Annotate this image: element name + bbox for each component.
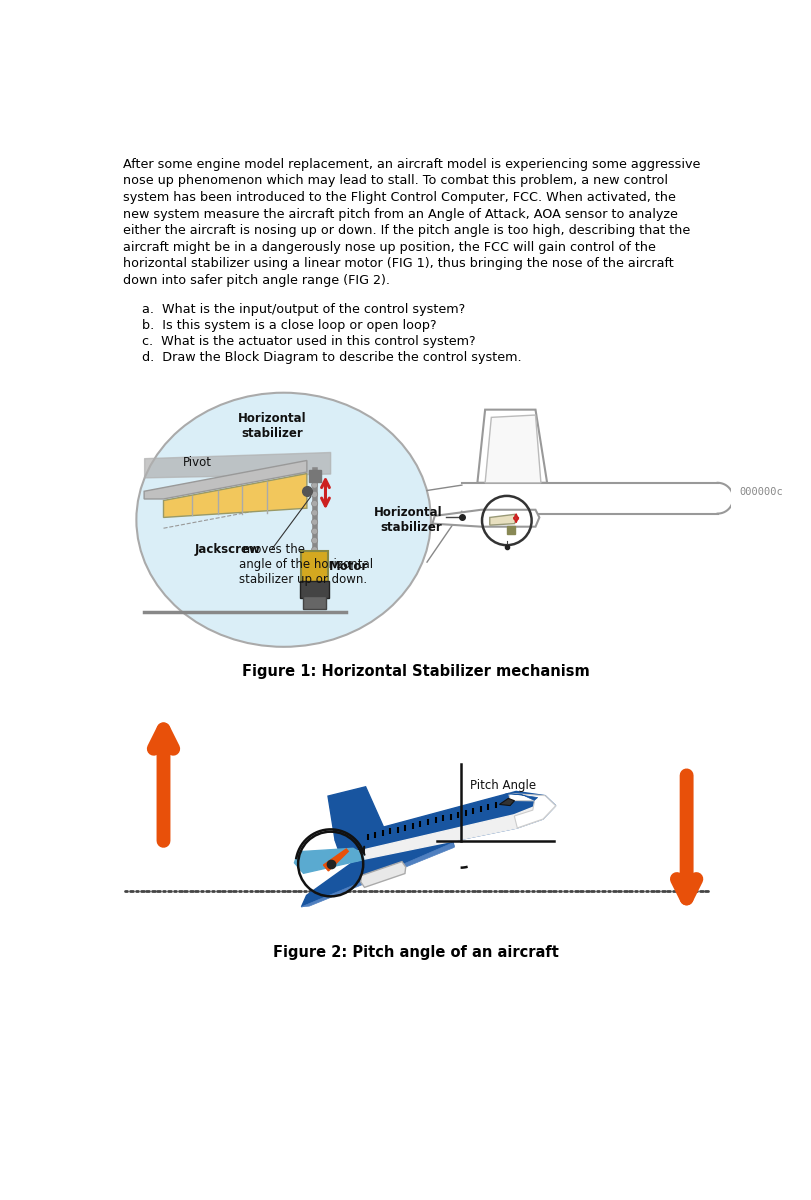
Text: Pivot: Pivot — [182, 456, 212, 468]
Text: moves the
angle of the horizontal
stabilizer up or down.: moves the angle of the horizontal stabil… — [238, 542, 372, 586]
Circle shape — [311, 491, 317, 498]
Ellipse shape — [136, 392, 431, 647]
Polygon shape — [301, 834, 453, 907]
Text: nose up phenomenon which may lead to stall. To combat this problem, a new contro: nose up phenomenon which may lead to sta… — [123, 174, 667, 187]
Text: Motor: Motor — [328, 560, 367, 574]
Text: After some engine model replacement, an aircraft model is experiencing some aggr: After some engine model replacement, an … — [123, 158, 700, 170]
Text: Figure 2: Pitch angle of an aircraft: Figure 2: Pitch angle of an aircraft — [272, 944, 559, 960]
Text: b.  Is this system is a close loop or open loop?: b. Is this system is a close loop or ope… — [142, 319, 436, 331]
Circle shape — [311, 518, 317, 526]
Circle shape — [311, 528, 317, 534]
Polygon shape — [504, 793, 537, 800]
Circle shape — [311, 538, 317, 544]
Polygon shape — [489, 515, 516, 526]
Text: 000000c: 000000c — [738, 487, 782, 497]
Polygon shape — [499, 798, 514, 805]
Text: system has been introduced to the Flight Control Computer, FCC. When activated, : system has been introduced to the Flight… — [123, 191, 676, 204]
Circle shape — [311, 510, 317, 516]
Text: aircraft might be in a dangerously nose up position, the FCC will gain control o: aircraft might be in a dangerously nose … — [123, 241, 655, 253]
Text: either the aircraft is nosing up or down. If the pitch angle is too high, descri: either the aircraft is nosing up or down… — [123, 224, 689, 238]
Polygon shape — [301, 842, 453, 907]
Polygon shape — [163, 474, 307, 517]
Text: Horizontal
stabilizer: Horizontal stabilizer — [373, 506, 442, 534]
Polygon shape — [144, 461, 307, 499]
FancyBboxPatch shape — [299, 581, 329, 598]
Text: d.  Draw the Block Diagram to describe the control system.: d. Draw the Block Diagram to describe th… — [142, 352, 521, 364]
Polygon shape — [340, 805, 555, 864]
Polygon shape — [323, 848, 348, 871]
Polygon shape — [335, 792, 555, 864]
Text: down into safer pitch angle range (FIG 2).: down into safer pitch angle range (FIG 2… — [123, 274, 390, 287]
FancyBboxPatch shape — [301, 551, 328, 582]
Circle shape — [311, 547, 317, 553]
Polygon shape — [294, 848, 363, 874]
Text: Figure 1: Horizontal Stabilizer mechanism: Figure 1: Horizontal Stabilizer mechanis… — [242, 664, 590, 679]
Polygon shape — [360, 862, 406, 887]
Text: Horizontal
stabilizer: Horizontal stabilizer — [238, 412, 306, 440]
Text: c.  What is the actuator used in this control system?: c. What is the actuator used in this con… — [142, 335, 474, 348]
Text: a.  What is the input/output of the control system?: a. What is the input/output of the contr… — [142, 302, 465, 316]
Polygon shape — [432, 510, 539, 527]
Text: horizontal stabilizer using a linear motor (FIG 1), thus bringing the nose of th: horizontal stabilizer using a linear mot… — [123, 257, 673, 270]
Text: new system measure the aircraft pitch from an Angle of Attack, AOA sensor to ana: new system measure the aircraft pitch fr… — [123, 208, 677, 221]
FancyBboxPatch shape — [303, 596, 325, 608]
Polygon shape — [328, 787, 384, 840]
Text: Jackscrew: Jackscrew — [195, 542, 260, 556]
Text: Pitch Angle: Pitch Angle — [470, 779, 535, 792]
Polygon shape — [484, 415, 540, 482]
Polygon shape — [508, 793, 555, 828]
Circle shape — [311, 500, 317, 506]
Circle shape — [311, 482, 317, 488]
Polygon shape — [477, 409, 547, 482]
